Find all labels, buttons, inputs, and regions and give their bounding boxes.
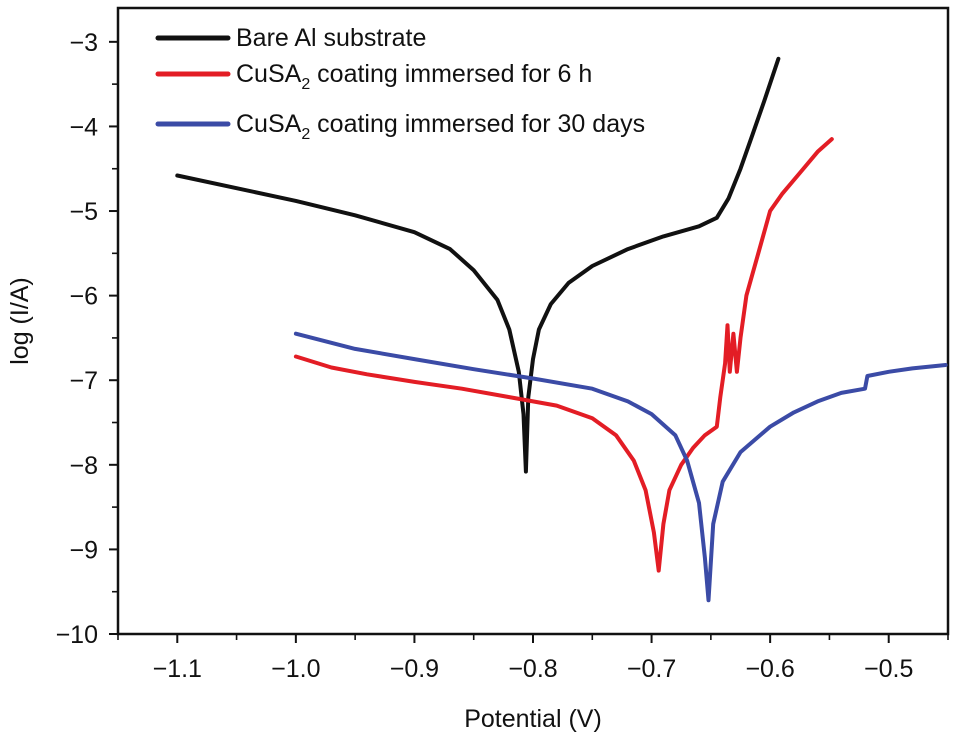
y-axis-label: log (I/A)	[6, 277, 34, 365]
plot-frame-group	[116, 6, 950, 636]
y-tick-label: −8	[69, 452, 98, 480]
x-tick-label: −1.1	[153, 655, 202, 683]
y-tick-label: −10	[56, 621, 98, 649]
legend-label-3: CuSA2 coating immersed for 30 days	[236, 110, 645, 143]
y-tick-label: −4	[69, 113, 98, 141]
series-line-2	[293, 137, 834, 573]
legend-label-rest: coating immersed for 30 days	[310, 110, 645, 138]
series-line-1	[175, 56, 781, 474]
x-axis-ticks: −1.1 −1.0 −0.9 −0.8 −0.7 −0.6 −0.5	[117, 634, 949, 683]
y-tick-label: −7	[69, 367, 98, 395]
series-group	[175, 56, 948, 603]
legend-label-2: CuSA2 coating immersed for 6 h	[236, 60, 592, 93]
legend-label-subscript: 2	[301, 126, 310, 143]
legend-label-main: CuSA	[236, 110, 302, 138]
y-tick-label: −5	[69, 198, 98, 226]
y-tick-label: −6	[69, 283, 98, 311]
legend-label-main: Bare Al substrate	[236, 24, 426, 52]
y-tick-label: −9	[69, 536, 98, 564]
plot-frame	[116, 6, 950, 636]
x-tick-label: −0.8	[508, 655, 557, 683]
legend-label-rest: coating immersed for 6 h	[310, 60, 592, 88]
legend-label-1: Bare Al substrate	[236, 24, 426, 52]
x-tick-label: −1.0	[271, 655, 320, 683]
x-axis-label: Potential (V)	[464, 705, 602, 733]
legend-label-subscript: 2	[301, 76, 310, 93]
x-tick-label: −0.5	[864, 655, 913, 683]
legend-label-main: CuSA	[236, 60, 302, 88]
x-tick-label: −0.9	[390, 655, 439, 683]
x-tick-label: −0.7	[627, 655, 676, 683]
y-axis-ticks: −3 −4 −5 −6 −7 −8 −9 −10	[56, 29, 118, 649]
y-tick-label: −3	[69, 29, 98, 57]
series-line-3	[293, 331, 948, 603]
x-tick-label: −0.6	[745, 655, 794, 683]
